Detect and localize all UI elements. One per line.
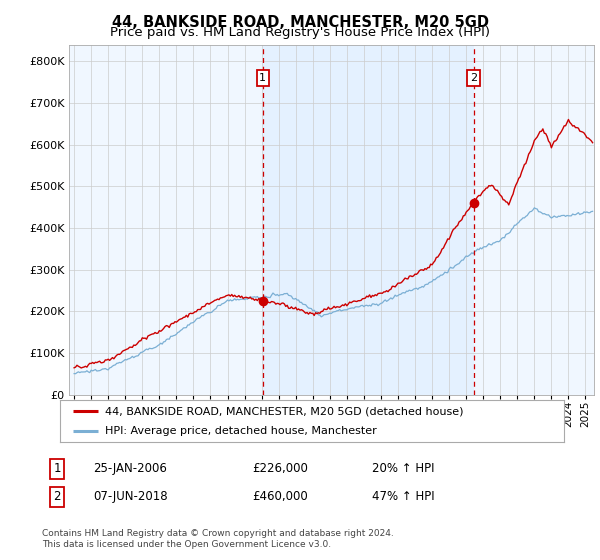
Text: 2: 2 (53, 490, 61, 503)
Text: 2: 2 (470, 73, 477, 83)
Text: 47% ↑ HPI: 47% ↑ HPI (372, 490, 434, 503)
Text: 25-JAN-2006: 25-JAN-2006 (93, 462, 167, 475)
Text: 1: 1 (259, 73, 266, 83)
Text: 20% ↑ HPI: 20% ↑ HPI (372, 462, 434, 475)
Text: 07-JUN-2018: 07-JUN-2018 (93, 490, 167, 503)
Text: 44, BANKSIDE ROAD, MANCHESTER, M20 5GD: 44, BANKSIDE ROAD, MANCHESTER, M20 5GD (112, 15, 488, 30)
Text: £460,000: £460,000 (252, 490, 308, 503)
Text: 44, BANKSIDE ROAD, MANCHESTER, M20 5GD (detached house): 44, BANKSIDE ROAD, MANCHESTER, M20 5GD (… (106, 407, 464, 416)
Text: 1: 1 (53, 462, 61, 475)
Text: £226,000: £226,000 (252, 462, 308, 475)
Text: HPI: Average price, detached house, Manchester: HPI: Average price, detached house, Manc… (106, 427, 377, 436)
Text: Contains HM Land Registry data © Crown copyright and database right 2024.
This d: Contains HM Land Registry data © Crown c… (42, 529, 394, 549)
Text: Price paid vs. HM Land Registry's House Price Index (HPI): Price paid vs. HM Land Registry's House … (110, 26, 490, 39)
Bar (263, 45, 473, 395)
